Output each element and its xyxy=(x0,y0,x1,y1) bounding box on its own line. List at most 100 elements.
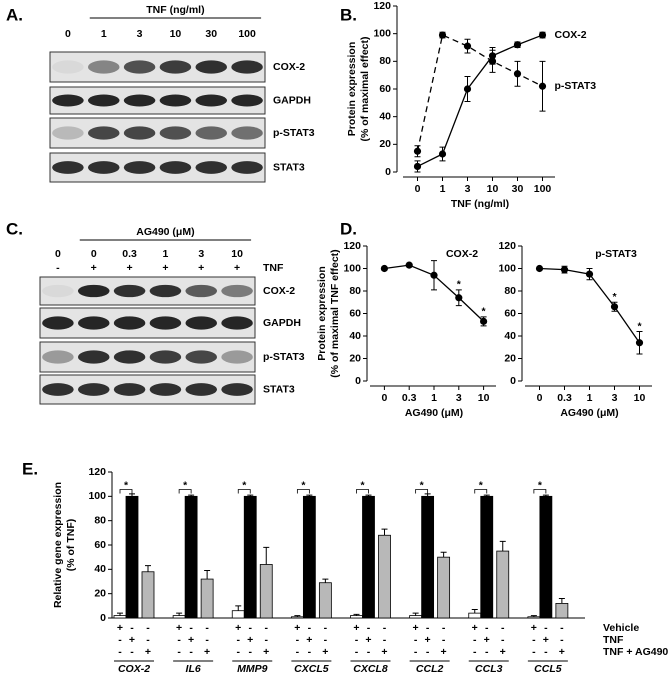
x-tick-label: 0.3 xyxy=(402,392,417,404)
bar xyxy=(290,616,304,619)
data-point xyxy=(380,264,388,273)
series-line xyxy=(417,34,543,168)
x-axis-label: TNF (ng/ml) xyxy=(451,198,509,210)
row-label: STAT3 xyxy=(263,383,295,395)
treatment-sign: + xyxy=(365,634,371,646)
error-bar xyxy=(424,493,431,497)
treatment-sign: - xyxy=(532,646,536,658)
lane-label: 3 xyxy=(137,28,143,40)
y-tick-label: 80 xyxy=(349,285,361,297)
x-axis-label: AG490 (μM) xyxy=(560,407,618,419)
treatment-sign: - xyxy=(383,634,387,646)
band xyxy=(87,126,120,140)
y-tick-label: 80 xyxy=(379,55,391,67)
treatment-sign: + xyxy=(234,262,240,274)
band xyxy=(77,316,110,330)
y-tick-label: 40 xyxy=(349,330,361,342)
treatment-sign: - xyxy=(501,634,505,646)
treatment-sign: - xyxy=(130,646,134,658)
band xyxy=(195,60,228,74)
error-bar xyxy=(322,578,329,583)
band xyxy=(123,60,156,74)
significance-bracket xyxy=(178,489,192,494)
treatment-sign: - xyxy=(308,622,312,634)
significance-marker: * xyxy=(360,479,365,491)
row-label: GAPDH xyxy=(263,317,301,329)
y-axis-label: Protein expression xyxy=(316,266,328,361)
treatment-sign: - xyxy=(414,646,418,658)
error-bar xyxy=(530,615,537,617)
bar xyxy=(231,610,245,619)
error-bar xyxy=(247,494,254,497)
treatment-sign: - xyxy=(324,634,328,646)
error-bar xyxy=(471,608,478,614)
treatment-sign: + xyxy=(441,646,447,658)
x-tick-label: 3 xyxy=(465,183,471,195)
x-tick-label: 30 xyxy=(512,183,524,195)
legend-label: TNF + AG490 xyxy=(603,646,668,658)
x-tick-label: 1 xyxy=(587,392,593,404)
treatment-sign: - xyxy=(177,634,181,646)
category-label: MMP9 xyxy=(237,663,267,675)
y-tick-label: 120 xyxy=(88,466,106,478)
y-tick-label: 120 xyxy=(498,240,516,252)
data-point xyxy=(480,317,488,325)
treatment-sign: + xyxy=(162,262,168,274)
data-point xyxy=(538,31,547,39)
treatment-sign: - xyxy=(249,622,253,634)
data-point xyxy=(405,261,413,269)
lane-label: 10 xyxy=(231,248,243,260)
treatment-sign: - xyxy=(367,646,371,658)
lane-label: 10 xyxy=(170,28,182,40)
data-point xyxy=(463,85,472,93)
data-point xyxy=(538,82,547,90)
treatment-sign: - xyxy=(485,646,489,658)
treatment-sign: + xyxy=(145,646,151,658)
blot-strip xyxy=(49,152,266,183)
treatment-sign: - xyxy=(118,646,122,658)
band xyxy=(149,316,182,330)
bar xyxy=(378,534,391,619)
bar xyxy=(172,615,186,619)
y-tick-label: 80 xyxy=(504,285,516,297)
treatment-sign: - xyxy=(249,646,253,658)
treatment-sign: - xyxy=(367,622,371,634)
band xyxy=(87,94,120,107)
y-tick-label: 0 xyxy=(385,166,391,178)
band xyxy=(149,350,182,364)
x-tick-label: 10 xyxy=(478,392,490,404)
bar xyxy=(362,495,375,619)
treatment-name: TNF xyxy=(263,262,284,274)
treatment-sign: - xyxy=(296,634,300,646)
panel-label: C. xyxy=(6,219,23,238)
significance-marker: * xyxy=(612,291,617,303)
data-point xyxy=(513,70,522,78)
bar xyxy=(141,571,155,619)
band xyxy=(52,126,84,140)
treatment-sign: - xyxy=(324,622,328,634)
significance-bracket xyxy=(119,489,133,494)
y-tick-label: 60 xyxy=(504,307,516,319)
y-tick-label: 80 xyxy=(94,514,106,526)
y-tick-label: 60 xyxy=(379,83,391,95)
bar xyxy=(259,564,273,619)
treatment-sign: + xyxy=(91,262,97,274)
band xyxy=(87,60,120,74)
band xyxy=(159,60,192,74)
treatment-sign: - xyxy=(544,646,548,658)
x-tick-label: 3 xyxy=(456,392,462,404)
data-point xyxy=(413,147,422,155)
treatment-sign: + xyxy=(543,634,549,646)
data-point xyxy=(535,264,544,273)
band xyxy=(185,316,218,330)
bar xyxy=(437,556,451,619)
row-label: GAPDH xyxy=(273,94,311,106)
error-bar xyxy=(188,494,195,497)
treatment-sign: + xyxy=(176,622,182,634)
significance-marker: * xyxy=(124,479,129,491)
blot-header: AG490 (μM) xyxy=(136,226,194,238)
category-label: COX-2 xyxy=(118,663,150,675)
x-tick-label: 1 xyxy=(440,183,446,195)
category-label: CCL3 xyxy=(475,663,503,675)
